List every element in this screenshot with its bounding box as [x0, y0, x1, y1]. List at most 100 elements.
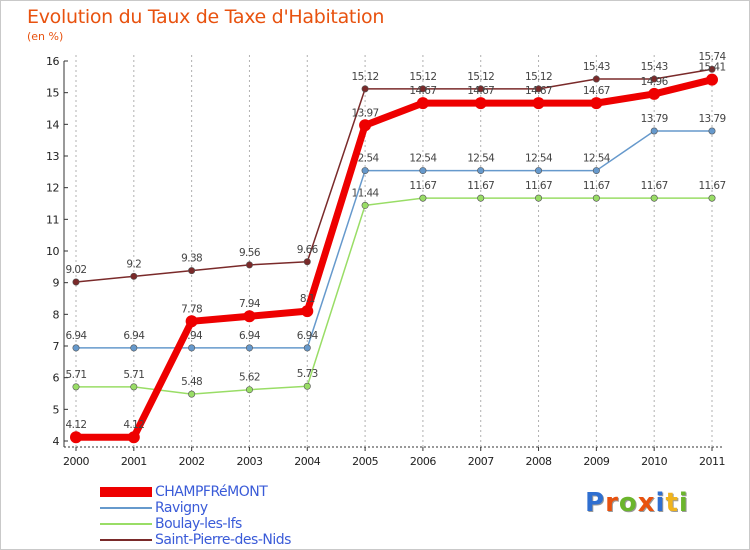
data-label-champfr-mont: 14.67: [467, 85, 494, 97]
data-label-boulay-les-ifs: 11.67: [525, 180, 552, 192]
data-label-ravigny: 6.94: [123, 330, 145, 342]
data-label-saint-pierre-des-nids: 9.66: [297, 244, 319, 256]
data-label-champfr-mont: 4.12: [66, 419, 87, 431]
data-point-saint-pierre-des-nids: [303, 258, 311, 266]
data-label-boulay-les-ifs: 11.67: [409, 180, 436, 192]
data-label-ravigny: 6.94: [66, 330, 88, 342]
data-label-champfr-mont: 7.94: [239, 298, 261, 310]
logo-letter: o: [618, 488, 638, 518]
data-point-saint-pierre-des-nids: [72, 278, 80, 286]
data-point-champfr-mont: [648, 87, 661, 100]
data-label-champfr-mont: 4.12: [123, 419, 144, 431]
y-tick-label: 14: [46, 118, 59, 131]
data-point-boulay-les-ifs: [650, 194, 658, 202]
data-point-boulay-les-ifs: [303, 382, 311, 390]
data-point-boulay-les-ifs: [592, 194, 600, 202]
data-point-ravigny: [477, 167, 485, 175]
data-label-champfr-mont: 14.67: [409, 85, 436, 97]
legend-swatch: [100, 539, 152, 541]
data-label-ravigny: 12.54: [467, 153, 495, 165]
y-tick-label: 11: [46, 213, 59, 226]
data-point-champfr-mont: [416, 97, 429, 110]
data-point-boulay-les-ifs: [535, 194, 543, 202]
legend-label: CHAMPFRéMONT: [155, 484, 268, 500]
data-point-boulay-les-ifs: [130, 383, 138, 391]
data-point-ravigny: [72, 344, 80, 352]
data-label-saint-pierre-des-nids: 15.12: [352, 71, 379, 83]
legend-swatch: [100, 487, 152, 497]
y-tick-label: 16: [46, 55, 59, 68]
y-tick-label: 7: [53, 340, 60, 353]
data-point-champfr-mont: [301, 305, 314, 318]
data-label-boulay-les-ifs: 11.67: [583, 180, 610, 192]
data-point-saint-pierre-des-nids: [188, 267, 196, 275]
x-tick-label: 2009: [583, 455, 609, 468]
y-tick-label: 8: [53, 308, 60, 321]
data-point-champfr-mont: [474, 97, 487, 110]
y-tick-label: 6: [53, 372, 60, 385]
data-point-ravigny: [708, 127, 716, 135]
data-point-boulay-les-ifs: [419, 194, 427, 202]
x-tick-label: 2005: [352, 455, 378, 468]
data-point-saint-pierre-des-nids: [245, 261, 253, 269]
legend-swatch: [100, 507, 152, 509]
legend-label: Ravigny: [155, 500, 208, 516]
data-label-saint-pierre-des-nids: 9.2: [126, 258, 141, 270]
data-point-saint-pierre-des-nids: [130, 272, 138, 280]
data-point-ravigny: [188, 344, 196, 352]
data-point-saint-pierre-des-nids: [477, 85, 485, 93]
data-point-champfr-mont: [706, 73, 718, 86]
data-point-boulay-les-ifs: [72, 383, 80, 391]
legend-swatch: [100, 523, 152, 525]
data-point-ravigny: [650, 127, 658, 135]
x-tick-label: 2002: [179, 455, 205, 468]
data-point-saint-pierre-des-nids: [592, 75, 600, 83]
legend-label: Saint-Pierre-des-Nids: [155, 532, 291, 548]
data-label-boulay-les-ifs: 5.71: [66, 369, 87, 381]
data-label-champfr-mont: 8.1: [300, 293, 315, 305]
data-point-champfr-mont: [590, 97, 603, 110]
data-label-ravigny: 12.54: [409, 153, 437, 165]
data-label-saint-pierre-des-nids: 15.43: [641, 61, 668, 73]
series-line-saint-pierre-des-nids: [75, 68, 713, 283]
data-label-saint-pierre-des-nids: 15.74: [698, 51, 726, 63]
y-unit-label: (en %): [27, 30, 64, 43]
data-point-champfr-mont: [359, 119, 372, 132]
data-point-champfr-mont: [127, 431, 140, 444]
data-point-saint-pierre-des-nids: [361, 85, 369, 93]
y-tick-label: 5: [53, 403, 60, 416]
x-tick-label: 2004: [294, 455, 320, 468]
data-point-saint-pierre-des-nids: [535, 85, 543, 93]
data-label-ravigny: 12.54: [583, 153, 611, 165]
data-point-saint-pierre-des-nids: [419, 85, 427, 93]
data-label-ravigny: 6.94: [239, 330, 261, 342]
data-point-ravigny: [535, 167, 543, 175]
x-tick-label: 2006: [410, 455, 436, 468]
y-tick-label: 10: [46, 245, 59, 258]
data-label-champfr-mont: 15.41: [698, 62, 725, 74]
legend-label: Boulay-les-Ifs: [155, 516, 242, 532]
data-label-boulay-les-ifs: 5.71: [123, 369, 144, 381]
data-point-boulay-les-ifs: [245, 386, 253, 394]
data-point-boulay-les-ifs: [477, 194, 485, 202]
data-label-boulay-les-ifs: 5.62: [239, 372, 260, 384]
x-tick-label: 2000: [63, 455, 89, 468]
data-label-saint-pierre-des-nids: 15.43: [583, 61, 610, 73]
data-point-ravigny: [303, 344, 311, 352]
data-point-saint-pierre-des-nids: [708, 65, 716, 73]
x-tick-label: 2001: [121, 455, 147, 468]
data-label-boulay-les-ifs: 5.73: [297, 368, 318, 380]
data-point-ravigny: [419, 167, 427, 175]
x-tick-label: 2008: [526, 455, 552, 468]
logo-letter: i: [655, 488, 666, 518]
data-point-boulay-les-ifs: [188, 390, 196, 398]
data-label-boulay-les-ifs: 11.67: [641, 180, 668, 192]
x-tick-label: 2007: [468, 455, 494, 468]
data-label-ravigny: 13.79: [641, 113, 668, 125]
y-tick-label: 12: [46, 182, 59, 195]
data-point-ravigny: [592, 167, 600, 175]
y-tick-label: 4: [53, 435, 60, 448]
data-label-ravigny: 13.79: [698, 113, 725, 125]
